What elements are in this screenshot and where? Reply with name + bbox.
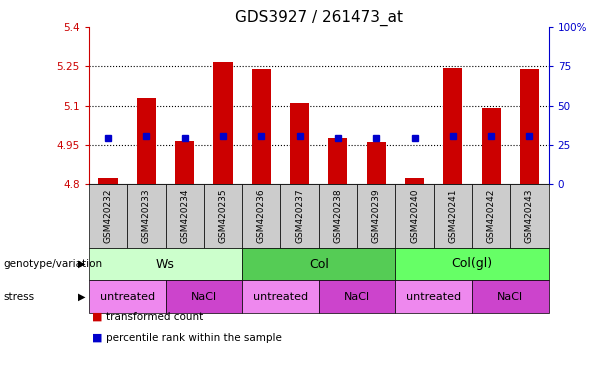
- Text: NaCl: NaCl: [344, 291, 370, 302]
- Text: genotype/variation: genotype/variation: [3, 259, 102, 269]
- Bar: [329, 138, 348, 184]
- Text: ■: ■: [92, 312, 102, 322]
- Text: untreated: untreated: [100, 291, 154, 302]
- Bar: [482, 108, 501, 184]
- Text: GSM420234: GSM420234: [180, 189, 189, 243]
- Text: GSM420236: GSM420236: [257, 189, 266, 243]
- Text: stress: stress: [3, 291, 34, 302]
- Bar: [99, 178, 118, 184]
- Bar: [290, 103, 309, 184]
- Text: Col(gl): Col(gl): [451, 258, 493, 270]
- Bar: [443, 68, 462, 184]
- Text: Ws: Ws: [156, 258, 175, 270]
- Text: ■: ■: [92, 333, 102, 343]
- Text: NaCl: NaCl: [497, 291, 524, 302]
- Text: ▶: ▶: [78, 291, 85, 302]
- Text: transformed count: transformed count: [106, 312, 204, 322]
- Text: percentile rank within the sample: percentile rank within the sample: [106, 333, 282, 343]
- Bar: [252, 69, 271, 184]
- Text: GSM420241: GSM420241: [448, 189, 457, 243]
- Text: GSM420233: GSM420233: [142, 189, 151, 243]
- Text: untreated: untreated: [253, 291, 308, 302]
- Bar: [137, 98, 156, 184]
- Text: NaCl: NaCl: [191, 291, 217, 302]
- Bar: [175, 141, 194, 184]
- Text: GSM420235: GSM420235: [218, 189, 227, 243]
- Text: Col: Col: [309, 258, 329, 270]
- Bar: [213, 62, 232, 184]
- Text: GSM420243: GSM420243: [525, 189, 534, 243]
- Bar: [520, 69, 539, 184]
- Bar: [405, 178, 424, 184]
- Text: GSM420232: GSM420232: [104, 189, 113, 243]
- Text: GSM420242: GSM420242: [487, 189, 496, 243]
- Bar: [367, 142, 386, 184]
- Text: ▶: ▶: [78, 259, 85, 269]
- Text: GSM420240: GSM420240: [410, 189, 419, 243]
- Text: GSM420238: GSM420238: [333, 189, 343, 243]
- Text: untreated: untreated: [406, 291, 461, 302]
- Title: GDS3927 / 261473_at: GDS3927 / 261473_at: [235, 9, 403, 25]
- Text: GSM420237: GSM420237: [295, 189, 304, 243]
- Text: GSM420239: GSM420239: [371, 189, 381, 243]
